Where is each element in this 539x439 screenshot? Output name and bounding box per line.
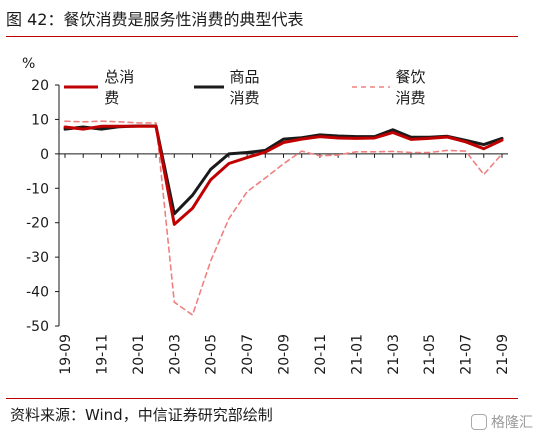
y-axis-unit: % bbox=[22, 56, 36, 72]
x-tick-label: 20-03 bbox=[167, 334, 183, 375]
x-tick-label: 20-07 bbox=[240, 334, 256, 375]
x-tick-label: 19-11 bbox=[94, 334, 110, 375]
x-tick-label: 21-03 bbox=[386, 334, 402, 375]
watermark-logo-icon bbox=[471, 414, 487, 430]
legend-label-catering: 餐饮消费 bbox=[395, 68, 426, 107]
y-tick-label: -20 bbox=[26, 216, 49, 232]
title-divider bbox=[6, 36, 518, 37]
legend-label-goods: 商品消费 bbox=[229, 68, 260, 107]
legend-swatch-catering bbox=[352, 86, 390, 88]
x-tick-label: 20-09 bbox=[277, 334, 293, 375]
y-tick-label: -40 bbox=[26, 285, 49, 301]
chart-title: 图 42：餐饮消费是服务性消费的典型代表 bbox=[6, 10, 304, 29]
x-tick-label: 20-05 bbox=[204, 334, 220, 375]
x-tick-label: 20-11 bbox=[313, 334, 329, 375]
watermark: 格隆汇 bbox=[471, 412, 533, 432]
legend-item-catering: 餐饮消费 bbox=[352, 66, 433, 108]
legend-swatch-goods bbox=[194, 85, 224, 89]
x-tick-label: 21-01 bbox=[349, 334, 365, 375]
series-total-line bbox=[63, 124, 504, 226]
legend-label-total: 总消费 bbox=[104, 68, 135, 107]
x-tick-label: 21-05 bbox=[422, 334, 438, 375]
legend-swatch-total bbox=[64, 85, 99, 89]
y-tick-label: -30 bbox=[26, 250, 49, 266]
y-tick-label: -50 bbox=[26, 319, 49, 335]
source-divider bbox=[6, 398, 518, 399]
legend-item-total: 总消费 bbox=[64, 66, 135, 108]
watermark-text: 格隆汇 bbox=[491, 415, 533, 431]
y-tick-label: -10 bbox=[26, 181, 49, 197]
y-tick-label: 10 bbox=[31, 112, 49, 128]
y-tick-label: 20 bbox=[31, 78, 49, 94]
source-note: 资料来源：Wind，中信证券研究部绘制 bbox=[10, 406, 273, 424]
legend-item-goods: 商品消费 bbox=[194, 66, 265, 108]
x-tick-label: 21-09 bbox=[495, 334, 511, 375]
y-tick-label: 0 bbox=[40, 147, 49, 163]
x-tick-label: 20-01 bbox=[131, 334, 147, 375]
x-tick-label: 19-09 bbox=[58, 334, 74, 375]
x-tick-label: 21-07 bbox=[459, 334, 475, 375]
series-catering-line bbox=[64, 120, 503, 316]
